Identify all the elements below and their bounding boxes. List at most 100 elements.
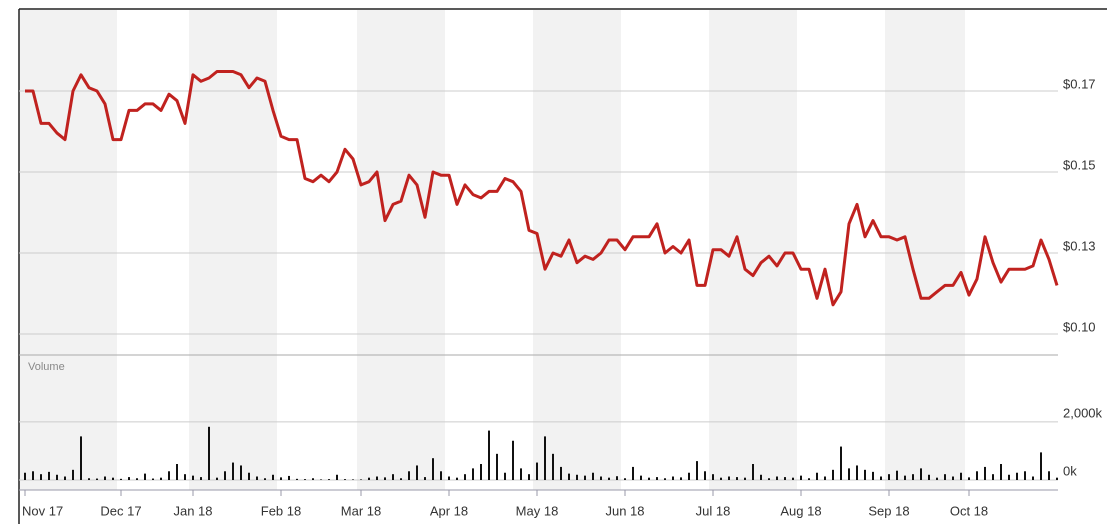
volume-bar [864,469,866,480]
volume-bar [1048,471,1050,480]
volume-bar [840,446,842,480]
volume-bar [512,440,514,480]
volume-title: Volume [28,361,65,373]
volume-bar [80,436,82,480]
volume-bar [368,477,370,480]
volume-bar [408,471,410,480]
volume-bar [360,479,362,480]
volume-bar [704,471,706,480]
volume-bar [624,478,626,480]
volume-bar [376,476,378,480]
volume-bar [320,479,322,480]
volume-bar [448,476,450,480]
volume-bar [184,474,186,480]
volume-bar [768,478,770,480]
volume-bar [344,479,346,480]
volume-bar [192,475,194,480]
volume-bar [1024,471,1026,480]
volume-bar [296,478,298,480]
volume-bar [72,469,74,480]
volume-bar [552,453,554,480]
volume-bar [480,464,482,480]
volume-bar [896,470,898,480]
volume-bar [872,471,874,480]
x-tick-label: Oct 18 [950,503,988,518]
volume-bar [64,476,66,480]
volume-bar [752,464,754,480]
volume-bar [888,474,890,480]
volume-bar [456,477,458,480]
x-tick-label: Apr 18 [430,503,468,518]
volume-bar [576,474,578,480]
volume-bar [912,474,914,480]
volume-bar [1008,474,1010,480]
volume-bar [424,477,426,480]
x-tick-label: Aug 18 [780,503,821,518]
volume-bar [760,474,762,480]
volume-bar [1000,464,1002,480]
volume-bar [968,477,970,480]
volume-bar [264,478,266,480]
volume-bar [272,474,274,480]
volume-bar [216,477,218,480]
volume-bar [656,477,658,480]
volume-bar [560,466,562,480]
volume-bar [904,475,906,480]
x-tick-label: Dec 17 [100,503,141,518]
volume-bar [856,465,858,480]
y-tick-label: $0.17 [1063,76,1096,91]
volume-bar [208,426,210,480]
volume-bar [144,473,146,480]
x-tick-label: Mar 18 [341,503,381,518]
volume-bar [984,466,986,480]
volume-bar [392,474,394,480]
volume-bar [640,475,642,480]
volume-bar [112,477,114,480]
volume-bar [488,430,490,480]
volume-bar [696,461,698,480]
volume-bar [960,472,962,480]
volume-bar [728,476,730,480]
volume-bar [1032,476,1034,480]
volume-bar [568,473,570,480]
volume-bar [928,474,930,480]
x-tick-label: Nov 17 [22,503,63,518]
x-tick-label: Jul 18 [696,503,731,518]
y-tick-label: $0.13 [1063,238,1096,253]
volume-bar [416,465,418,480]
volume-bar [880,476,882,480]
month-band [885,10,965,490]
volume-bar [304,479,306,480]
volume-bar [736,477,738,480]
volume-bar [592,472,594,480]
volume-bar [792,477,794,480]
volume-bar [248,472,250,480]
month-band [357,10,445,490]
volume-bar [664,478,666,480]
month-band [19,10,117,490]
volume-bar [952,476,954,480]
volume-bar [712,474,714,480]
volume-bar [976,471,978,480]
volume-bar [816,472,818,480]
volume-bar [1056,477,1058,480]
volume-bar [152,478,154,480]
volume-bar [504,472,506,480]
volume-bar [48,471,50,480]
volume-bar [520,468,522,480]
volume-bar [528,474,530,480]
volume-bar [432,458,434,480]
month-band [189,10,277,490]
volume-bar [128,477,130,480]
volume-bar [24,472,26,480]
volume-bar [600,476,602,480]
y-tick-label: $0.10 [1063,319,1096,334]
volume-bar [32,471,34,480]
volume-bar [200,477,202,480]
volume-bar [256,476,258,480]
volume-bar [240,465,242,480]
x-tick-label: Feb 18 [261,503,301,518]
volume-bar [288,475,290,480]
volume-bar [632,466,634,480]
